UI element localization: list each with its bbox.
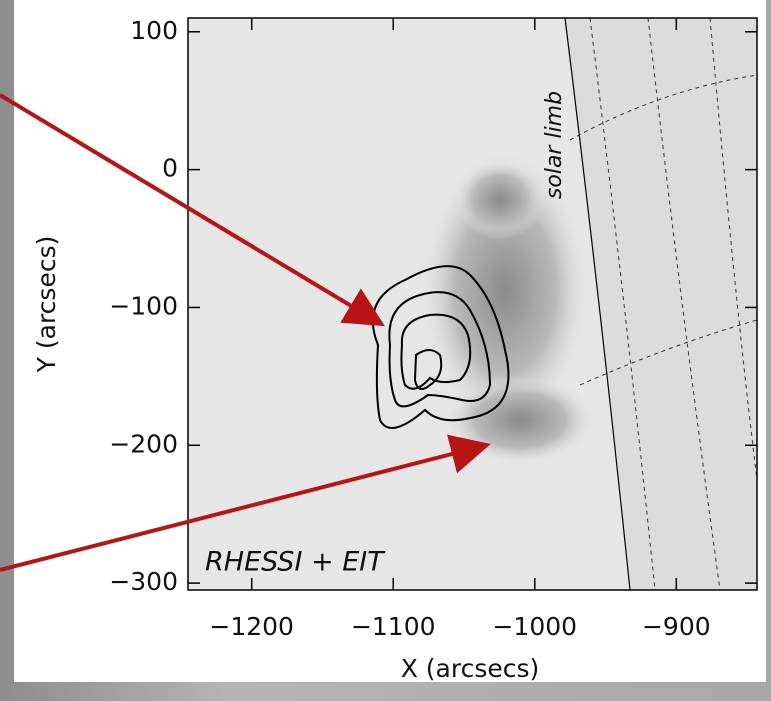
y-tick-label: 0: [162, 154, 178, 183]
annotation: solar limb: [542, 91, 567, 199]
x-tick-label: −1000: [492, 612, 577, 641]
x-tick-label: −1200: [209, 612, 294, 641]
x-tick-label: −900: [642, 612, 711, 641]
x-axis-label: X (arcsecs): [401, 654, 540, 683]
y-tick-label: −100: [109, 291, 178, 320]
y-axis-label: Y (arcsecs): [32, 236, 61, 374]
y-tick-label: −300: [109, 567, 178, 596]
y-tick-label: 100: [130, 16, 178, 45]
annotation: RHESSI + EIT: [205, 547, 386, 578]
x-tick-label: −1100: [351, 612, 436, 641]
image: [187, 17, 758, 591]
arrows: [0, 93, 491, 572]
y-tick-label: −200: [109, 429, 178, 458]
